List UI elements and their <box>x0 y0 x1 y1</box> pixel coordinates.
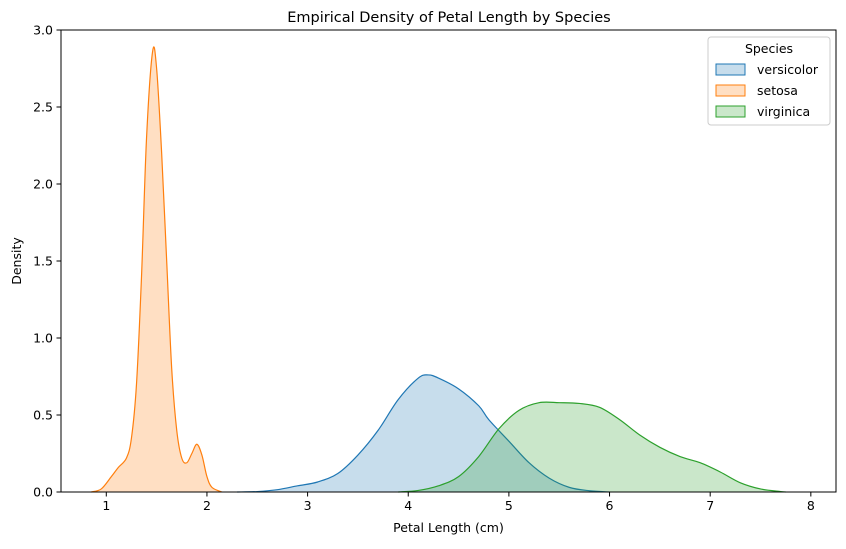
x-axis-label: Petal Length (cm) <box>393 520 504 535</box>
legend-label-versicolor: versicolor <box>757 62 819 77</box>
x-tick-label: 5 <box>505 498 513 513</box>
y-tick-label: 0.5 <box>33 408 53 423</box>
chart-title: Empirical Density of Petal Length by Spe… <box>287 10 611 26</box>
x-tick-label: 3 <box>304 498 312 513</box>
y-tick-label: 2.5 <box>33 100 53 115</box>
legend-label-virginica: virginica <box>757 104 810 119</box>
y-tick-label: 2.0 <box>33 177 53 192</box>
density-line-setosa <box>91 46 223 493</box>
density-area-virginica <box>398 402 786 492</box>
legend: Species versicolor setosa virginica <box>707 36 831 126</box>
legend-swatch-virginica <box>715 105 746 118</box>
y-tick-label: 0.0 <box>33 485 53 500</box>
density-line-virginica <box>398 401 786 493</box>
y-tick-label: 3.0 <box>33 23 53 38</box>
y-tick-label: 1.5 <box>33 254 53 269</box>
series-layer <box>91 46 786 493</box>
legend-title: Species <box>745 41 793 56</box>
x-tick-label: 2 <box>203 498 211 513</box>
legend-box <box>707 36 831 126</box>
legend-label-setosa: setosa <box>757 83 798 98</box>
y-tick-label: 1.0 <box>33 331 53 346</box>
density-area-setosa <box>91 46 223 493</box>
density-line-versicolor <box>237 374 610 493</box>
density-area-versicolor <box>237 374 610 492</box>
y-axis-label: Density <box>9 237 24 285</box>
x-tick-label: 6 <box>606 498 614 513</box>
legend-swatch-versicolor <box>715 63 746 76</box>
y-axis: 0.0 0.5 1.0 1.5 2.0 2.5 3.0 <box>33 23 61 500</box>
x-tick-label: 1 <box>102 498 110 513</box>
x-tick-label: 8 <box>807 498 815 513</box>
x-tick-label: 4 <box>404 498 412 513</box>
x-axis: 1 2 3 4 5 6 7 8 <box>102 492 815 513</box>
x-tick-label: 7 <box>706 498 714 513</box>
legend-entries: versicolor setosa virginica <box>715 62 819 119</box>
legend-swatch-setosa <box>715 84 746 97</box>
